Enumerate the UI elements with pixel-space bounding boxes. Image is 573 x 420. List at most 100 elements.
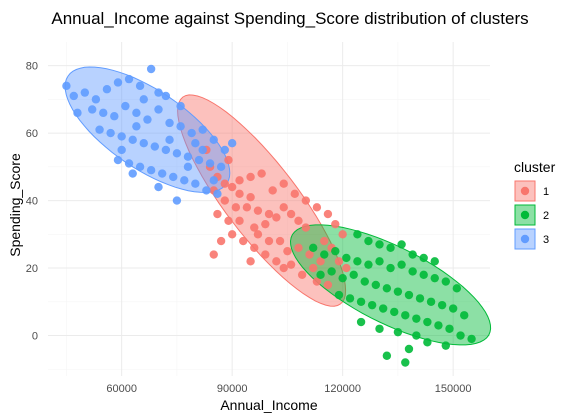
x-tick-label: 60000: [106, 383, 137, 395]
cluster-2-point: [390, 307, 399, 317]
cluster-2-point: [345, 294, 355, 303]
cluster-1-point: [231, 203, 241, 212]
cluster-2-point: [349, 270, 358, 279]
cluster-3-point: [154, 105, 163, 114]
cluster-1-point: [279, 179, 288, 188]
cluster-3-point: [183, 152, 193, 161]
cluster-1-point: [338, 230, 347, 239]
x-tick-label: 120000: [324, 383, 361, 395]
cluster-3-point: [146, 166, 156, 175]
cluster-3-point: [117, 145, 126, 155]
cluster-1-point: [272, 213, 281, 222]
cluster-2-point: [408, 267, 417, 276]
cluster-3-point: [95, 125, 104, 134]
cluster-3-point: [172, 196, 182, 205]
cluster-3-point: [209, 135, 218, 145]
cluster-3-point: [176, 101, 185, 111]
cluster-2-point: [467, 334, 476, 344]
legend-label-3: 3: [543, 234, 549, 246]
cluster-2-point: [452, 284, 462, 293]
cluster-1-point: [242, 203, 252, 212]
cluster-3-point: [62, 81, 71, 91]
cluster-1-point: [283, 246, 292, 256]
cluster-1-point: [257, 169, 266, 178]
cluster-1-point: [227, 230, 237, 239]
cluster-1-point: [275, 236, 285, 246]
cluster-3-point: [91, 95, 101, 104]
cluster-2-point: [408, 250, 417, 259]
cluster-3-point: [165, 135, 174, 145]
cluster-2-point: [320, 250, 329, 259]
cluster-3-ellipse: [64, 66, 231, 194]
cluster-2-point: [386, 263, 395, 273]
cluster-2-point: [460, 311, 469, 320]
y-tick-label: 40: [26, 196, 38, 208]
cluster-2-point: [412, 331, 421, 340]
cluster-2-point: [423, 338, 432, 347]
cluster-1-point: [320, 236, 329, 246]
cluster-2-point: [327, 267, 336, 276]
cluster-2-point: [309, 243, 318, 252]
cluster-2-point: [404, 344, 414, 354]
cluster-3-point: [110, 112, 119, 121]
cluster-2-point: [430, 257, 439, 266]
cluster-2-point: [412, 314, 421, 323]
cluster-1-point: [323, 209, 333, 219]
cluster-2-point: [356, 317, 366, 327]
y-tick-label: 80: [26, 61, 38, 73]
cluster-2-point: [342, 253, 351, 263]
cluster-3-point: [202, 186, 211, 195]
cluster-2-point: [397, 240, 406, 249]
cluster-3-point: [139, 95, 148, 104]
cluster-1-point: [253, 206, 263, 215]
cluster-3-point: [216, 162, 226, 172]
points-layer: [62, 64, 476, 367]
cluster-1-point: [294, 216, 303, 226]
cluster-2-point: [331, 246, 340, 256]
cluster-3-point: [80, 88, 90, 97]
y-tick-label: 60: [26, 128, 38, 140]
cluster-3-point: [69, 91, 78, 101]
legend-label-2: 2: [543, 210, 549, 222]
cluster-3-point: [128, 169, 137, 178]
cluster-2-point: [356, 297, 366, 306]
cluster-1-point: [224, 216, 233, 226]
y-tick-label: 0: [32, 331, 38, 343]
cluster-3-point: [169, 172, 178, 182]
cluster-1-point: [290, 189, 299, 199]
cluster-1-point: [235, 189, 244, 199]
cluster-1-point: [239, 236, 248, 246]
cluster-3-point: [198, 145, 207, 155]
cluster-3-point: [117, 132, 126, 141]
cluster-2-point: [397, 260, 406, 269]
cluster-2-point: [437, 300, 447, 310]
cluster-1-point: [220, 179, 229, 188]
cluster-3-point: [135, 162, 145, 172]
cluster-1-point: [253, 230, 263, 239]
cluster-3-point: [157, 169, 167, 178]
cluster-1-point: [261, 219, 270, 229]
cluster-3-point: [73, 108, 82, 118]
legend-key-point: [520, 210, 530, 220]
cluster-3-point: [213, 189, 222, 199]
cluster-3-point: [132, 108, 141, 118]
cluster-1-point: [235, 176, 244, 185]
cluster-2-point: [434, 321, 443, 330]
cluster-2-point: [448, 304, 458, 313]
cluster-3-point: [132, 122, 141, 131]
cluster-3-point: [121, 101, 130, 111]
cluster-1-point: [309, 263, 318, 273]
cluster-1-point: [246, 172, 255, 182]
cluster-2-point: [338, 273, 347, 283]
cluster-3-point: [150, 142, 160, 151]
cluster-1-point: [297, 270, 307, 279]
cluster-3-point: [176, 122, 185, 131]
cluster-3-point: [165, 118, 174, 128]
cluster-1-point: [286, 260, 296, 269]
cluster-1-point: [301, 196, 311, 205]
legend-title: cluster: [514, 159, 556, 175]
cluster-3-point: [161, 91, 171, 101]
cluster-2-point: [382, 351, 392, 360]
cluster-3-point: [194, 155, 204, 165]
cluster-1-point: [272, 257, 281, 266]
